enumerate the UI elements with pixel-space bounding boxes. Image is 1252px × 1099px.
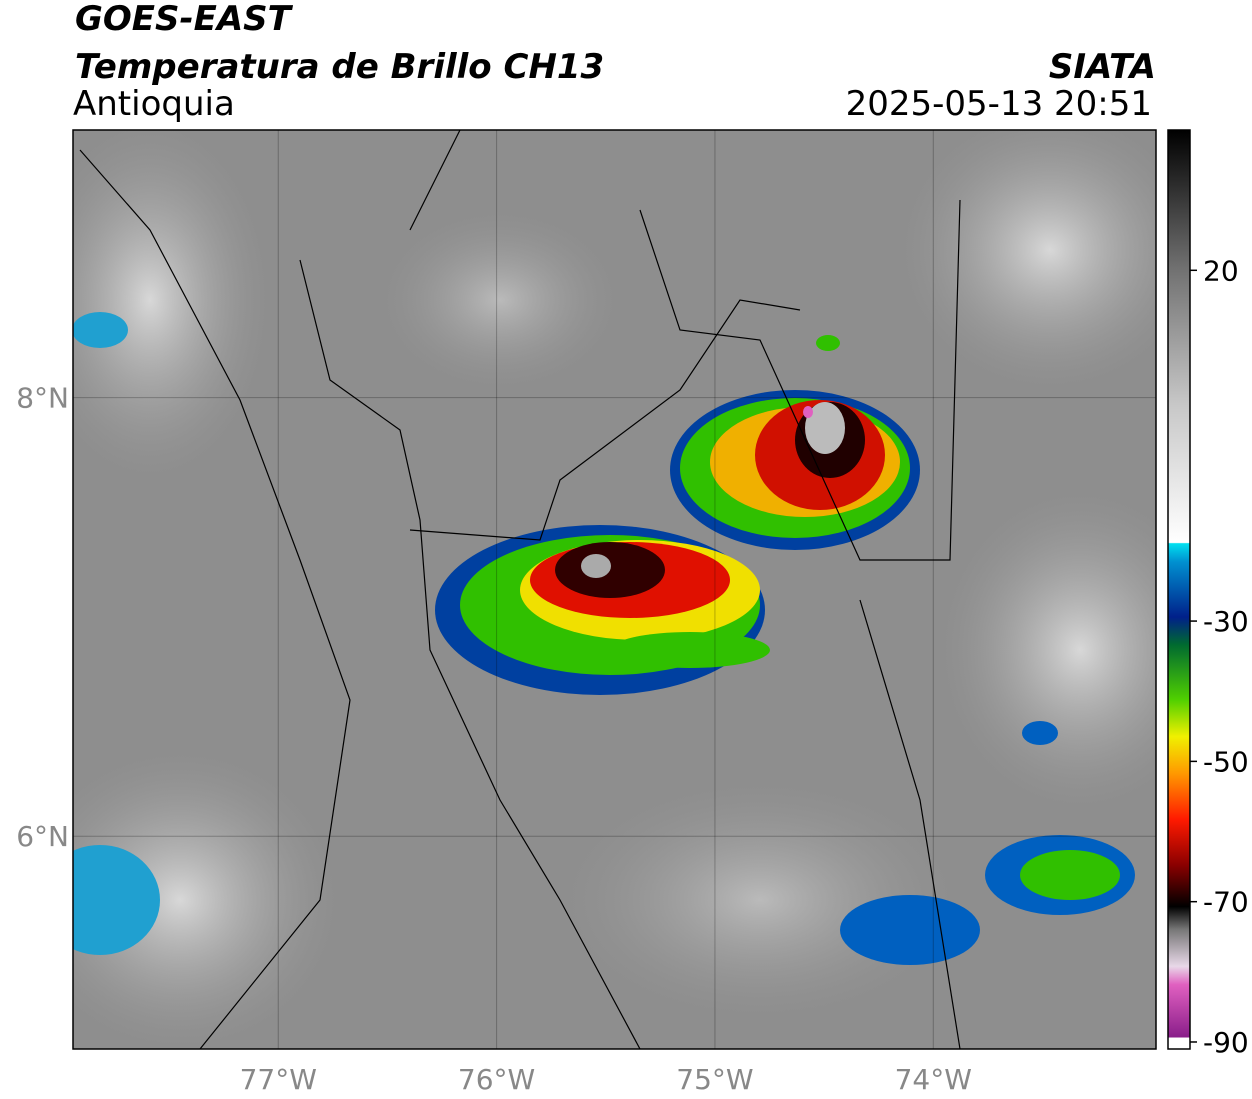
lon-tick-label: 75°W bbox=[676, 1063, 753, 1096]
lat-tick-label: 6°N bbox=[16, 820, 69, 853]
region: Antioquia bbox=[73, 84, 235, 124]
lat-tick-label: 8°N bbox=[16, 382, 69, 415]
storm bbox=[670, 390, 920, 550]
colorbar-tick-label: 20 bbox=[1203, 254, 1239, 287]
lon-tick-label: 77°W bbox=[240, 1063, 317, 1096]
colorbar-tick-label: -30 bbox=[1203, 605, 1249, 638]
datetime: 2025-05-13 20:51 bbox=[846, 84, 1152, 124]
storm bbox=[435, 525, 770, 695]
colorbar bbox=[1167, 129, 1191, 1050]
satellite: GOES-EAST bbox=[75, 0, 294, 39]
satellite-image bbox=[73, 130, 1156, 1049]
lon-tick-label: 74°W bbox=[895, 1063, 972, 1096]
colorbar-tick-label: -70 bbox=[1203, 886, 1249, 919]
lon-tick-label: 76°W bbox=[458, 1063, 535, 1096]
colorbar-tick-label: -50 bbox=[1203, 745, 1249, 778]
source: SIATA bbox=[1049, 47, 1156, 87]
colorbar-tick-label: -90 bbox=[1203, 1026, 1249, 1059]
map-frame bbox=[72, 129, 1157, 1050]
title-block: GOES-EAST Temperatura de Brillo CH13 Ant… bbox=[73, 0, 1156, 124]
product: Temperatura de Brillo CH13 bbox=[75, 47, 604, 87]
